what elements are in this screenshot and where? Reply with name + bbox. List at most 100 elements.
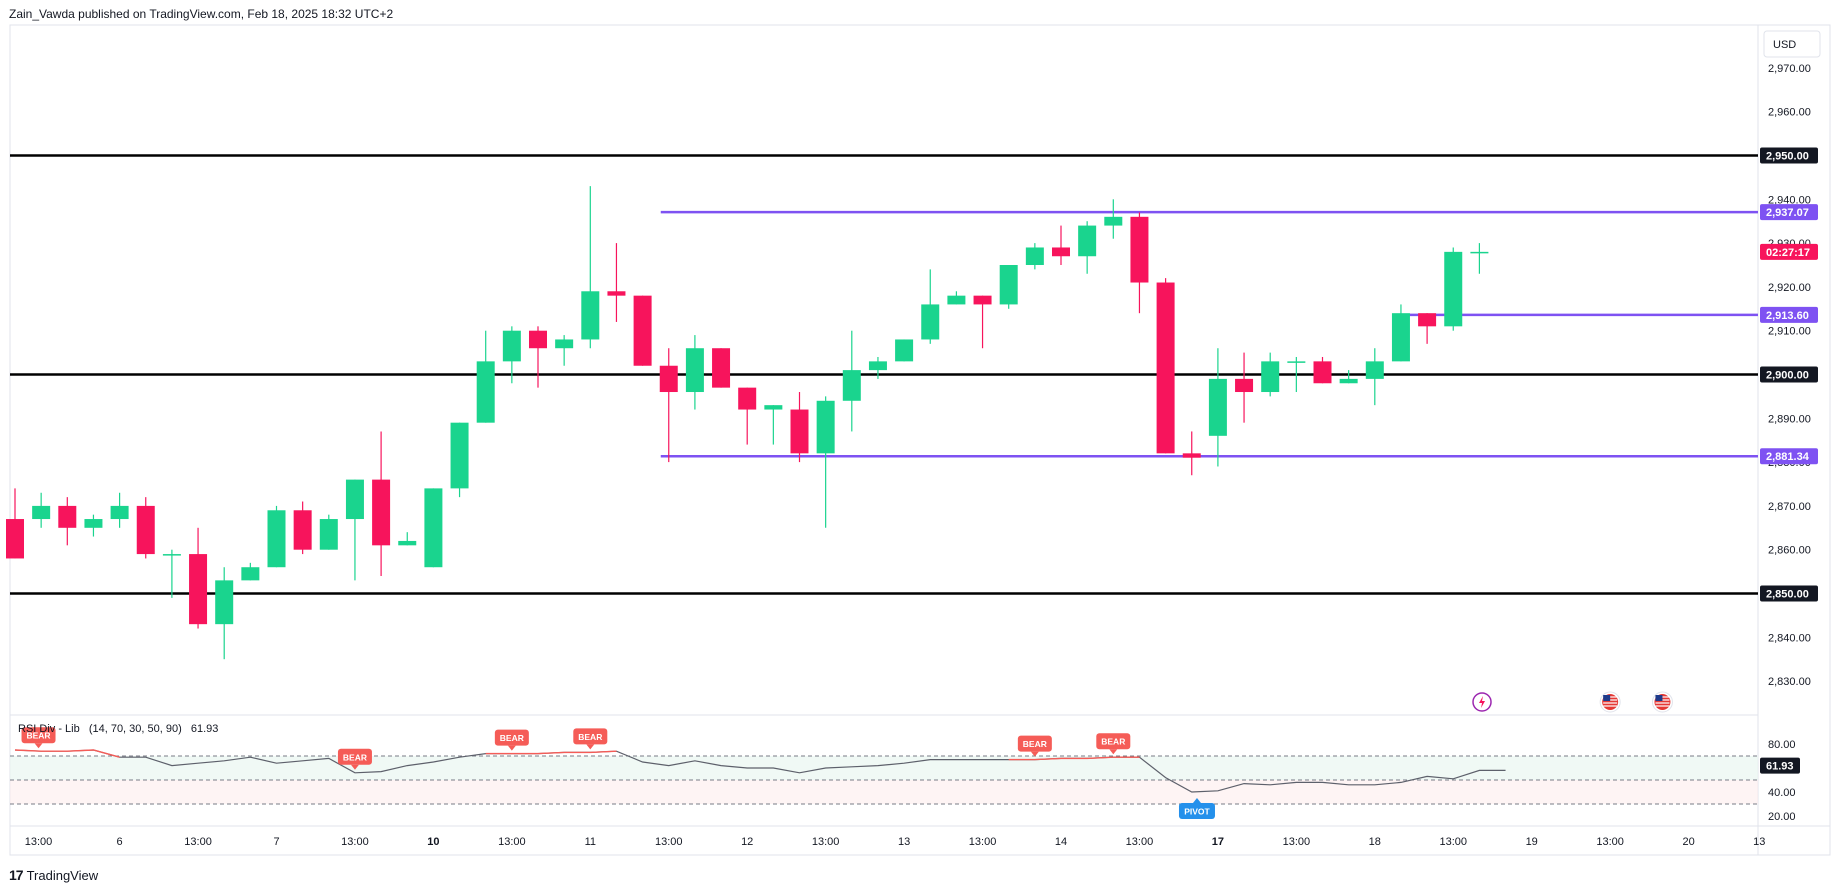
- candle[interactable]: [842, 330, 861, 432]
- bear-divergence-label[interactable]: BEAR: [494, 729, 529, 751]
- candle[interactable]: [189, 527, 208, 629]
- bear-divergence-label[interactable]: BEAR: [337, 748, 372, 770]
- candle[interactable]: [293, 501, 312, 555]
- price-label-purple[interactable]: 2,913.60: [1760, 306, 1818, 323]
- candle[interactable]: [973, 295, 992, 349]
- price-tick-label: 2,870.00: [1768, 501, 1811, 513]
- candle[interactable]: [398, 532, 417, 546]
- bear-divergence-label[interactable]: BEAR: [573, 728, 608, 750]
- candle[interactable]: [1287, 356, 1306, 393]
- candle[interactable]: [1208, 348, 1227, 467]
- price-label-level[interactable]: 2,950.00: [1760, 147, 1818, 164]
- us-flag-icon[interactable]: [1599, 691, 1621, 713]
- candle[interactable]: [136, 497, 155, 559]
- candle[interactable]: [607, 243, 626, 322]
- candle-body: [319, 519, 338, 550]
- candle[interactable]: [868, 356, 887, 379]
- candle[interactable]: [502, 326, 521, 384]
- candle-body: [345, 479, 364, 520]
- candle[interactable]: [1470, 243, 1489, 274]
- candle[interactable]: [921, 269, 940, 344]
- candle[interactable]: [581, 186, 600, 349]
- price-label-level[interactable]: 2,850.00: [1760, 585, 1818, 602]
- price-label-level[interactable]: 2,900.00: [1760, 366, 1818, 383]
- candle[interactable]: [555, 335, 574, 366]
- candle[interactable]: [1078, 221, 1097, 274]
- candle[interactable]: [1391, 304, 1410, 362]
- us-flag-icon[interactable]: [1651, 691, 1673, 713]
- candle[interactable]: [1156, 278, 1175, 454]
- candle[interactable]: [372, 431, 391, 576]
- time-axis[interactable]: 13:00 6 13:00 7 13:00 10 13:00 11 13:00 12 13:00 13…: [25, 836, 1766, 848]
- price-label-text: 2,937.07: [1766, 207, 1809, 219]
- candle[interactable]: [162, 549, 181, 598]
- candle[interactable]: [712, 348, 731, 388]
- bear-divergence-label[interactable]: BEAR: [1096, 733, 1131, 755]
- candle[interactable]: [1313, 356, 1332, 384]
- candle[interactable]: [58, 497, 77, 546]
- candle[interactable]: [738, 387, 757, 445]
- candle[interactable]: [1104, 199, 1123, 239]
- price-label-box: [1760, 147, 1818, 164]
- time-tick-label: 13: [898, 836, 910, 848]
- candle[interactable]: [450, 422, 469, 498]
- pivot-label-pointer: [1192, 798, 1201, 803]
- candle[interactable]: [764, 405, 783, 445]
- candle[interactable]: [1339, 370, 1358, 384]
- rsi-value-label[interactable]: 61.93: [1760, 757, 1800, 774]
- candle[interactable]: [790, 392, 809, 463]
- time-tick-label: 10: [427, 836, 439, 848]
- pivot-label[interactable]: PIVOT: [1178, 798, 1215, 819]
- bear-label-box: [1017, 735, 1052, 752]
- bear-label-text: BEAR: [1101, 737, 1125, 747]
- candle[interactable]: [816, 396, 835, 528]
- candle[interactable]: [999, 265, 1018, 309]
- bear-label-pointer: [507, 745, 516, 751]
- candle[interactable]: [319, 514, 338, 550]
- tradingview-branding[interactable]: 17 TradingView: [9, 866, 98, 884]
- candle[interactable]: [529, 326, 547, 388]
- bear-label-box: [494, 729, 529, 746]
- candle[interactable]: [476, 330, 495, 423]
- candle[interactable]: [84, 514, 103, 537]
- candle[interactable]: [1130, 212, 1149, 314]
- bear-divergence-label[interactable]: BEAR: [1017, 735, 1052, 757]
- time-tick-label: 20: [1682, 836, 1694, 848]
- candle[interactable]: [1182, 431, 1201, 476]
- candle[interactable]: [1444, 247, 1463, 331]
- candle[interactable]: [1025, 243, 1044, 270]
- chart-frame: [9, 24, 1831, 856]
- candle[interactable]: [215, 567, 234, 660]
- price-label-text: 2,881.34: [1766, 451, 1810, 463]
- price-tick-label: 2,960.00: [1768, 107, 1811, 119]
- candle[interactable]: [1261, 352, 1280, 397]
- price-label-countdown[interactable]: 02:27:17: [1760, 243, 1818, 260]
- candle[interactable]: [1418, 313, 1437, 344]
- candle[interactable]: [32, 492, 51, 528]
- price-label-purple[interactable]: 2,937.07: [1760, 204, 1818, 221]
- candle[interactable]: [947, 291, 966, 305]
- rsi-pane[interactable]: 80.00 40.00 20.00 61.93 BEAR BEAR BEAR BEAR BEAR…: [10, 727, 1800, 823]
- candle[interactable]: [345, 479, 364, 581]
- candle[interactable]: [1235, 352, 1254, 423]
- candle[interactable]: [685, 335, 704, 410]
- candle[interactable]: [895, 339, 914, 362]
- rsi-legend[interactable]: RSI Div - Lib (14, 70, 30, 50, 90) 61.93: [18, 723, 218, 735]
- time-tick-label: 13:00: [1283, 836, 1311, 848]
- candle[interactable]: [241, 562, 260, 581]
- candle[interactable]: [424, 488, 443, 568]
- candle[interactable]: [633, 295, 652, 366]
- lightning-event-icon[interactable]: [1472, 692, 1492, 712]
- candle[interactable]: [1365, 348, 1384, 406]
- currency-badge[interactable]: USD: [1763, 30, 1821, 58]
- candle[interactable]: [6, 488, 24, 559]
- candle[interactable]: [1052, 225, 1070, 265]
- candle[interactable]: [110, 492, 129, 528]
- candle[interactable]: [267, 505, 286, 568]
- time-tick-label: 13:00: [1126, 836, 1154, 848]
- candle[interactable]: [659, 348, 678, 463]
- bear-divergence-label[interactable]: BEAR: [21, 727, 56, 749]
- price-label-purple[interactable]: 2,881.34: [1760, 448, 1818, 465]
- candle-body: [1391, 313, 1410, 362]
